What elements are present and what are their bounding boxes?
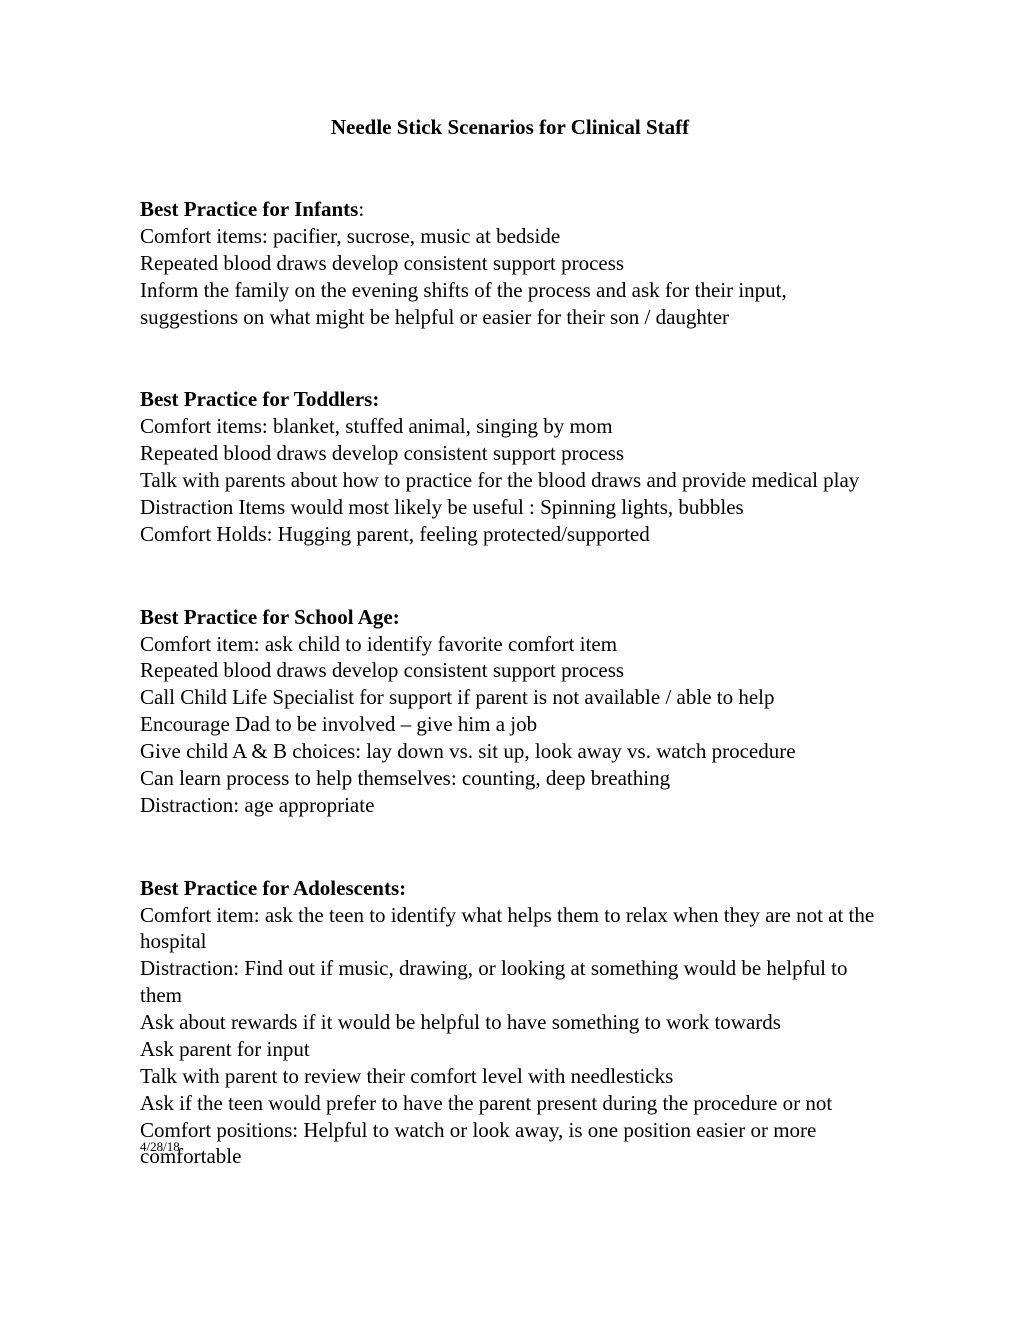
section-line: Talk with parent to review their comfort… [140,1063,880,1090]
section-line: Call Child Life Specialist for support i… [140,684,880,711]
section-line: Encourage Dad to be involved – give him … [140,711,880,738]
section-line: Comfort items: blanket, stuffed animal, … [140,413,880,440]
section-line: Talk with parents about how to practice … [140,467,880,494]
page-title: Needle Stick Scenarios for Clinical Staf… [140,115,880,140]
section-school-age: Best Practice for School Age: Comfort it… [140,604,880,819]
section-line: Distraction: Find out if music, drawing,… [140,955,880,1009]
section-line: Ask about rewards if it would be helpful… [140,1009,880,1036]
section-heading: Best Practice for Adolescents: [140,876,406,900]
section-line: Comfort positions: Helpful to watch or l… [140,1117,880,1171]
section-line: Comfort items: pacifier, sucrose, music … [140,223,880,250]
section-line: Repeated blood draws develop consistent … [140,250,880,277]
section-line: Inform the family on the evening shifts … [140,277,880,331]
section-line: Distraction Items would most likely be u… [140,494,880,521]
section-line: Distraction: age appropriate [140,792,880,819]
section-adolescents: Best Practice for Adolescents: Comfort i… [140,875,880,1171]
section-line: Comfort item: ask the teen to identify w… [140,902,880,956]
section-toddlers: Best Practice for Toddlers: Comfort item… [140,386,880,547]
footer-date: 4/28/18 [140,1139,180,1155]
heading-colon: : [358,197,364,221]
section-line: Can learn process to help themselves: co… [140,765,880,792]
section-line: Ask parent for input [140,1036,880,1063]
section-infants: Best Practice for Infants: Comfort items… [140,196,880,330]
section-heading: Best Practice for Toddlers: [140,387,379,411]
section-line: Ask if the teen would prefer to have the… [140,1090,880,1117]
section-line: Repeated blood draws develop consistent … [140,657,880,684]
section-line: Comfort item: ask child to identify favo… [140,631,880,658]
section-heading: Best Practice for School Age: [140,605,400,629]
section-line: Comfort Holds: Hugging parent, feeling p… [140,521,880,548]
section-heading: Best Practice for Infants [140,197,358,221]
page-content: Needle Stick Scenarios for Clinical Staf… [0,0,1020,1286]
section-line: Give child A & B choices: lay down vs. s… [140,738,880,765]
section-line: Repeated blood draws develop consistent … [140,440,880,467]
